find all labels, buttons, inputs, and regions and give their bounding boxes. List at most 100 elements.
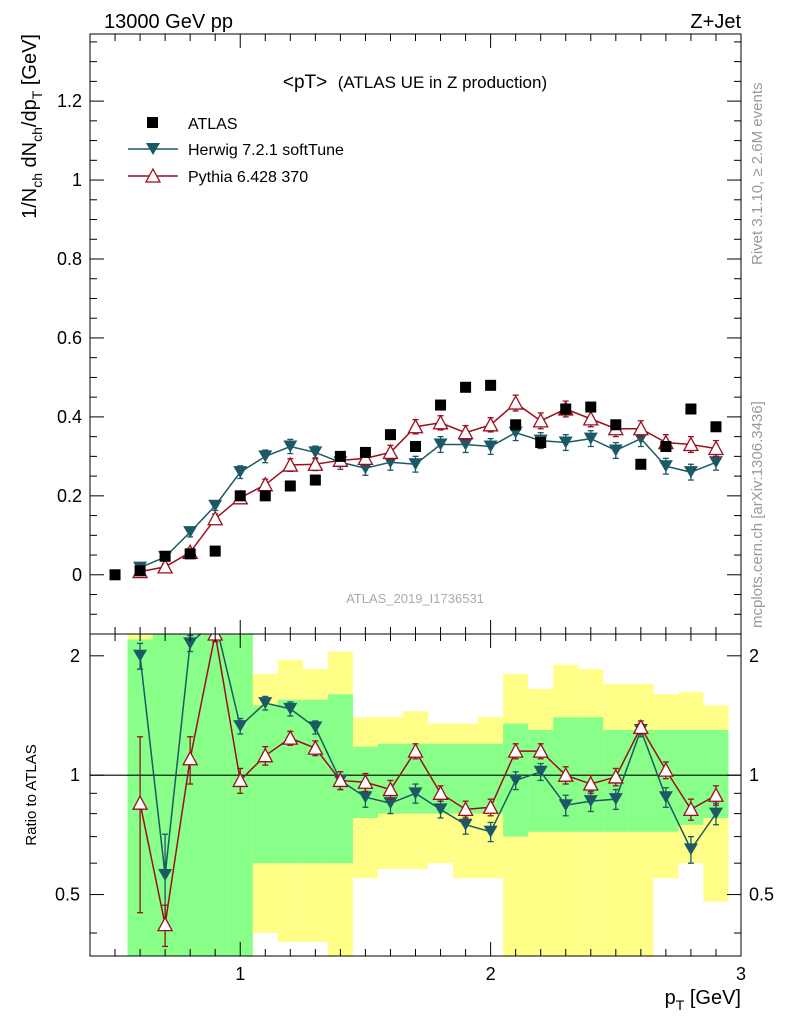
x-tick-label: 2 bbox=[486, 964, 496, 984]
main-point-atlas bbox=[460, 381, 472, 393]
main-point-atlas bbox=[435, 399, 447, 411]
ratio-point-pythia bbox=[182, 750, 199, 766]
analysis-id-label: ATLAS_2019_I1736531 bbox=[346, 591, 484, 606]
ratio-point-herwig bbox=[458, 818, 473, 831]
main-point-atlas bbox=[284, 480, 296, 492]
main-y-tick-label: 0.2 bbox=[57, 486, 82, 506]
ratio-point-pythia bbox=[332, 772, 349, 788]
main-y-tick-label: 0.8 bbox=[57, 249, 82, 269]
ratio-line-herwig bbox=[139, 634, 717, 876]
main-point-herwig bbox=[608, 444, 623, 457]
main-point-herwig bbox=[683, 466, 698, 479]
main-point-atlas bbox=[309, 474, 321, 486]
ratio-point-pythia bbox=[157, 916, 174, 932]
main-point-pythia bbox=[407, 418, 424, 434]
ratio-point-herwig bbox=[658, 791, 673, 804]
plot-title: <pT> bbox=[283, 72, 327, 93]
main-point-herwig bbox=[233, 466, 248, 479]
ratio-point-herwig bbox=[133, 649, 148, 662]
process-label: Z+Jet bbox=[690, 11, 741, 33]
main-point-atlas bbox=[259, 490, 271, 502]
main-point-herwig bbox=[558, 436, 573, 449]
ratio-point-herwig bbox=[258, 697, 273, 710]
main-point-atlas bbox=[660, 441, 672, 452]
ratio-point-herwig bbox=[708, 807, 723, 820]
main-point-atlas bbox=[635, 458, 647, 470]
ratio-point-pythia bbox=[607, 768, 624, 784]
ratio-band-stat bbox=[252, 705, 278, 864]
ratio-point-pythia bbox=[382, 781, 399, 797]
main-point-herwig bbox=[358, 462, 373, 475]
ratio-point-herwig bbox=[533, 765, 548, 778]
main-point-pythia bbox=[432, 414, 449, 430]
main-point-herwig bbox=[583, 432, 598, 445]
ratio-point-pythia bbox=[407, 742, 424, 758]
main-point-atlas bbox=[410, 441, 421, 452]
legend: ATLAS Herwig 7.2.1 softTune Pythia 6.428… bbox=[128, 116, 344, 186]
main-point-atlas bbox=[209, 545, 221, 557]
ratio-point-pythia bbox=[357, 773, 374, 789]
ratio-y-tick-label-right: 0.5 bbox=[749, 885, 774, 905]
legend-marker-herwig bbox=[146, 143, 160, 155]
main-point-atlas bbox=[234, 490, 246, 502]
main-point-pythia bbox=[382, 444, 399, 460]
main-point-pythia bbox=[282, 456, 299, 472]
legend-label-pythia: Pythia 6.428 370 bbox=[188, 169, 308, 186]
main-y-tick-label: 1 bbox=[72, 170, 82, 190]
ratio-point-pythia bbox=[282, 729, 299, 745]
main-y-tick-label: 0.6 bbox=[57, 328, 82, 348]
ratio-point-pythia bbox=[557, 766, 574, 782]
mcplots-source-label: mcplots.cern.ch [arXiv:1306.3436] bbox=[749, 401, 766, 628]
main-line-herwig bbox=[139, 431, 717, 569]
main-point-atlas bbox=[359, 446, 371, 458]
ratio-point-pythia bbox=[257, 747, 274, 763]
main-point-herwig bbox=[433, 438, 448, 451]
main-point-herwig bbox=[383, 456, 398, 469]
ratio-band-stat bbox=[202, 634, 228, 956]
ratio-point-herwig bbox=[283, 702, 298, 715]
main-point-herwig bbox=[408, 458, 423, 471]
ratio-point-pythia bbox=[507, 742, 524, 758]
main-point-atlas bbox=[134, 565, 146, 577]
main-point-pythia bbox=[482, 416, 499, 432]
main-y-tick-label: 1.2 bbox=[57, 91, 82, 111]
main-point-pythia bbox=[307, 455, 324, 471]
ratio-band-stat bbox=[227, 634, 253, 956]
main-line-pythia bbox=[139, 402, 717, 573]
main-point-herwig bbox=[208, 499, 223, 512]
main-point-pythia bbox=[582, 410, 599, 426]
main-point-herwig bbox=[458, 438, 473, 451]
main-point-atlas bbox=[109, 569, 121, 581]
ratio-band-stat bbox=[628, 730, 654, 832]
main-point-atlas bbox=[485, 379, 497, 391]
ratio-point-pythia bbox=[232, 772, 249, 788]
main-y-axis-title: 1/Nch dNch/dpT [GeV] bbox=[19, 34, 45, 219]
legend-label-atlas: ATLAS bbox=[188, 116, 238, 133]
main-point-pythia bbox=[682, 436, 700, 452]
legend-marker-atlas bbox=[147, 117, 158, 128]
ratio-y-tick-label: 2 bbox=[70, 646, 80, 666]
ratio-point-pythia bbox=[632, 719, 649, 735]
ratio-point-herwig bbox=[408, 787, 423, 800]
ratio-band-stat bbox=[177, 634, 203, 956]
ratio-point-herwig bbox=[233, 720, 248, 733]
ratio-y-tick-label: 1 bbox=[70, 765, 80, 785]
ratio-point-herwig bbox=[583, 795, 598, 808]
ratio-point-pythia bbox=[307, 739, 324, 755]
main-point-herwig bbox=[708, 456, 723, 469]
main-point-herwig bbox=[483, 440, 498, 453]
main-point-herwig bbox=[183, 526, 198, 539]
ratio-y-axis-title: Ratio to ATLAS bbox=[23, 744, 40, 845]
ratio-point-pythia bbox=[457, 800, 474, 817]
ratio-y-tick-label-right: 2 bbox=[749, 646, 759, 666]
ratio-point-herwig bbox=[358, 791, 373, 804]
x-axis-title: pT [GeV] bbox=[665, 987, 741, 1013]
ratio-band-stat bbox=[277, 699, 303, 864]
ratio-point-herwig bbox=[483, 825, 498, 838]
ratio-point-pythia bbox=[707, 786, 725, 802]
ratio-y-tick-label-right: 1 bbox=[749, 765, 759, 785]
ratio-line-pythia bbox=[139, 634, 717, 925]
plot-subtitle: (ATLAS UE in Z production) bbox=[338, 73, 547, 92]
ratio-y-tick-label: 0.5 bbox=[55, 885, 80, 905]
